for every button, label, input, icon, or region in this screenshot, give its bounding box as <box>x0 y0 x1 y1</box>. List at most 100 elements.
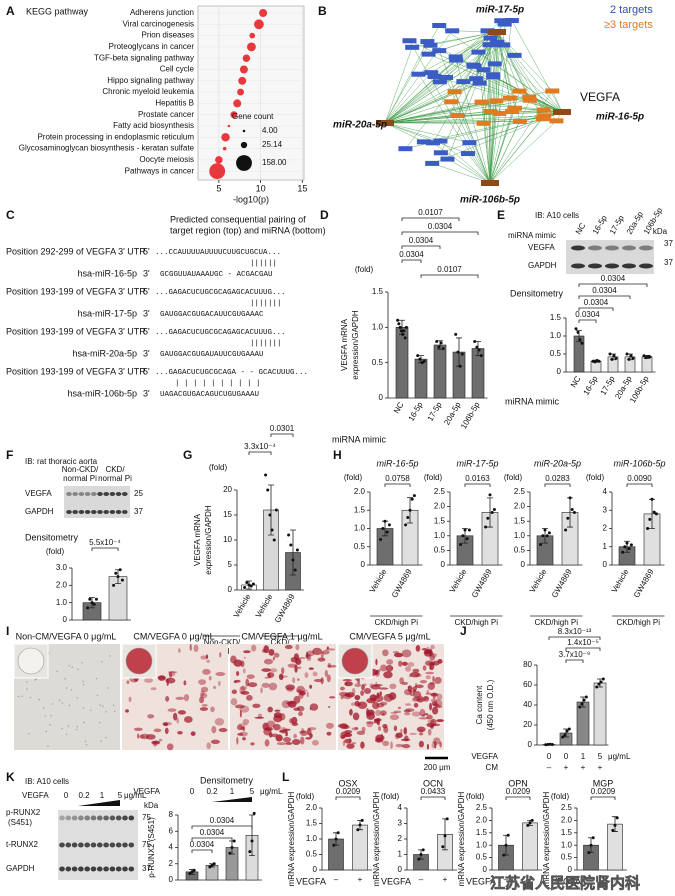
dot <box>227 124 231 128</box>
stain <box>236 724 243 731</box>
stain <box>250 742 255 746</box>
stain <box>273 712 283 719</box>
blot-band <box>115 510 122 514</box>
data-point <box>408 508 412 512</box>
network-edge <box>384 81 441 124</box>
network-node <box>433 150 448 156</box>
blot-band <box>90 866 97 872</box>
lane-label: normal Pi <box>63 474 97 483</box>
stain <box>198 679 207 685</box>
data-point <box>490 510 494 514</box>
hub-node <box>553 109 571 115</box>
dot <box>230 111 238 119</box>
texture <box>65 733 68 736</box>
data-point <box>506 833 510 837</box>
data-point <box>385 530 389 534</box>
stain <box>375 681 378 688</box>
stain <box>301 727 305 734</box>
stain <box>151 740 160 744</box>
stain <box>299 730 308 736</box>
y-tick-label: 1.5 <box>550 313 562 322</box>
stain <box>409 732 417 736</box>
stain <box>162 721 172 726</box>
network-edge <box>519 90 563 113</box>
y-tick-label: 0 <box>557 367 562 376</box>
network-edge <box>479 82 563 113</box>
bracket <box>565 659 584 663</box>
network-node <box>427 73 442 79</box>
network-node <box>522 97 537 103</box>
y-tick-label: Hippo signaling pathway <box>107 76 194 85</box>
texture <box>64 678 67 680</box>
stain <box>243 656 246 659</box>
data-point <box>484 525 488 529</box>
data-point <box>459 543 463 547</box>
stain <box>351 727 359 731</box>
stain <box>422 714 425 717</box>
y-tick-label: 4 <box>398 803 403 812</box>
network-edge <box>478 52 491 184</box>
network-node <box>512 88 527 94</box>
stain <box>429 702 433 711</box>
stain <box>279 675 288 678</box>
data-point <box>379 537 383 541</box>
stain <box>375 709 381 717</box>
hub-label: miR-20a-5p <box>333 120 387 131</box>
stain <box>424 713 429 716</box>
bar <box>433 344 447 399</box>
stain <box>432 692 436 700</box>
x-tick-label: GW4869 <box>273 592 297 624</box>
stain <box>166 743 174 751</box>
network-edge <box>384 115 545 124</box>
network-edge <box>384 99 530 124</box>
group-label: CKD/high Pi <box>374 618 418 627</box>
network-edge <box>384 122 424 143</box>
stain <box>431 741 437 749</box>
unit-label: (fold) <box>46 547 65 556</box>
data-point <box>250 839 254 843</box>
stain <box>356 730 366 735</box>
stain <box>176 717 180 724</box>
blot-band <box>71 842 78 848</box>
bracket <box>401 217 460 221</box>
y-axis-label: mRNA expression/GAPDH <box>287 791 296 886</box>
data-point <box>356 828 360 832</box>
stain <box>299 690 306 696</box>
bracket <box>191 825 253 829</box>
y-tick-label: 0 <box>169 875 174 884</box>
y-axis-label: (450 nm O.D.) <box>486 679 495 730</box>
chart-title: OCN <box>423 778 443 788</box>
network-node <box>439 74 454 80</box>
stain <box>278 729 288 733</box>
network-node <box>549 118 564 124</box>
stain <box>354 726 359 730</box>
data-point <box>228 851 232 855</box>
blot-band <box>128 815 135 821</box>
stain <box>427 719 435 723</box>
stain <box>390 741 393 750</box>
bar <box>576 701 590 746</box>
data-point <box>249 584 253 588</box>
dose-label: 1 <box>100 791 105 800</box>
pairing: | | | | | | | | | | <box>175 380 261 388</box>
unit-label: (fold) <box>586 473 605 482</box>
dose-row: VEGFA <box>22 791 49 800</box>
stain <box>412 668 420 673</box>
stain <box>401 744 411 749</box>
network-edge <box>409 40 491 184</box>
blot-band <box>103 492 109 496</box>
network-node <box>489 98 504 104</box>
data-point <box>615 816 619 820</box>
stain <box>144 677 153 683</box>
x-tick-label: 16-5p <box>582 374 600 397</box>
stain <box>401 661 408 666</box>
panel-label: G <box>183 448 192 462</box>
hub-node <box>481 180 499 186</box>
blot-band <box>59 866 65 872</box>
dot <box>242 54 251 62</box>
stain <box>436 719 444 723</box>
stain <box>342 679 352 682</box>
stain <box>126 680 130 684</box>
blot-band <box>109 866 116 872</box>
target-label: VEGFA <box>580 90 620 104</box>
